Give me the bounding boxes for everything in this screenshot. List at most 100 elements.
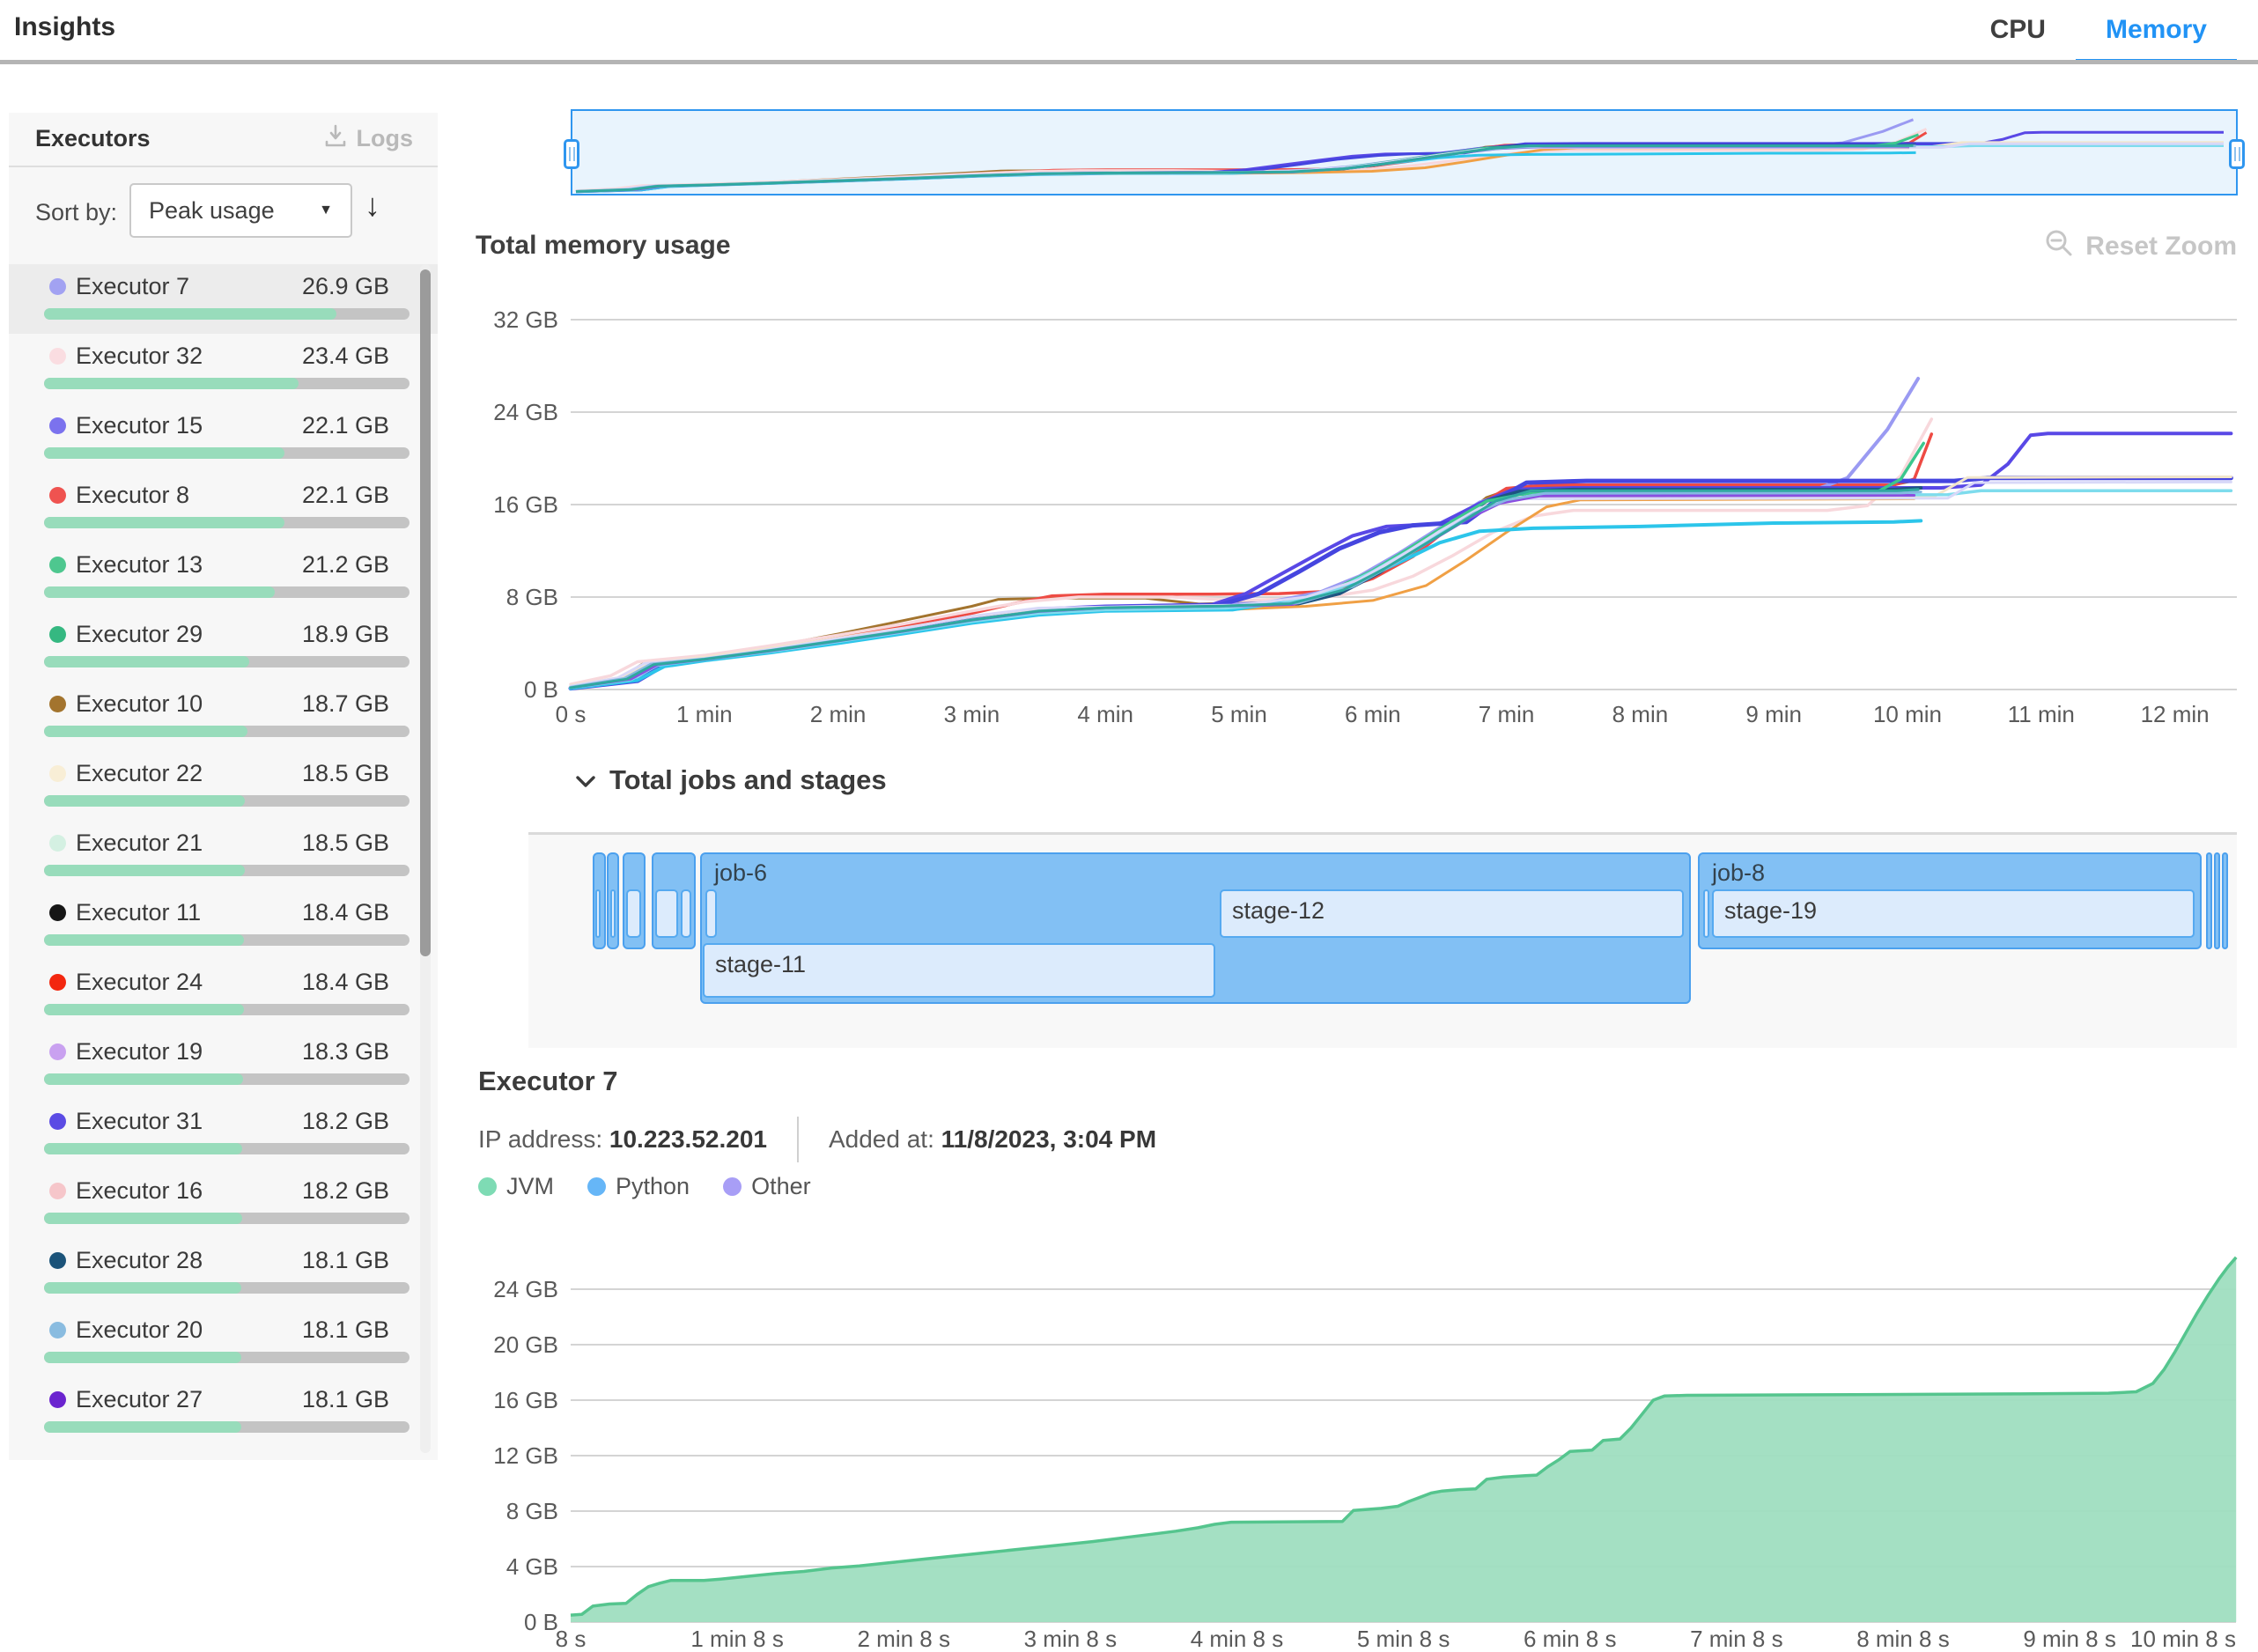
x-axis-tick-label: 10 min <box>1873 701 1942 727</box>
memory-area-line <box>570 1256 2238 1617</box>
legend-item: Other <box>723 1173 811 1200</box>
brush-handle-right[interactable] <box>2229 139 2245 169</box>
stage-block-stage-11[interactable]: stage-11 <box>703 943 1215 998</box>
x-axis-tick-label: 9 min 8 s <box>2023 1626 2116 1652</box>
executor-row[interactable]: Executor 19 18.3 GB <box>9 1029 438 1099</box>
x-axis-tick-label: 3 min <box>944 701 1000 727</box>
executor-name: Executor 8 <box>76 482 190 508</box>
executor-row[interactable]: Executor 20 18.1 GB <box>9 1308 438 1377</box>
logs-button[interactable]: Logs <box>323 123 413 154</box>
x-axis-tick-label: 7 min 8 s <box>1690 1626 1783 1652</box>
job-block[interactable] <box>2214 852 2220 949</box>
stage-block[interactable] <box>681 889 691 938</box>
executor-detail-title: Executor 7 <box>478 1066 618 1096</box>
executor-peak-value: 18.2 GB <box>301 1177 389 1204</box>
zoom-out-icon <box>2043 227 2075 266</box>
executor-row[interactable]: Executor 11 18.4 GB <box>9 890 438 960</box>
job-block[interactable] <box>2222 852 2228 949</box>
executor-row[interactable]: Executor 32 23.4 GB <box>9 334 438 403</box>
legend-label: Other <box>751 1173 811 1199</box>
top-bar: Insights CPU Memory <box>0 0 2258 64</box>
executor-row[interactable]: Executor 29 18.9 GB <box>9 612 438 682</box>
total-memory-title: Total memory usage <box>476 231 731 260</box>
stage-block[interactable] <box>626 889 641 938</box>
executor-row[interactable]: Executor 28 18.1 GB <box>9 1238 438 1308</box>
y-axis-tick-label: 16 GB <box>493 491 558 518</box>
usage-bar <box>44 447 410 459</box>
stage-block-stage-19[interactable]: stage-19 <box>1712 889 2195 938</box>
executors-title: Executors <box>35 125 151 151</box>
timeline-brush[interactable] <box>564 109 2245 195</box>
sort-dropdown[interactable]: Peak usage ▼ <box>129 183 352 238</box>
usage-bar <box>44 934 410 946</box>
executor-name: Executor 7 <box>76 273 190 299</box>
ip-label: IP address: <box>478 1125 603 1153</box>
usage-bar <box>44 586 410 598</box>
y-axis-tick-label: 24 GB <box>493 399 558 425</box>
executor-row[interactable]: Executor 27 18.1 GB <box>9 1377 438 1447</box>
usage-bar-fill <box>44 795 245 807</box>
executor-peak-value: 18.5 GB <box>301 830 389 856</box>
usage-bar <box>44 795 410 807</box>
x-axis-tick-label: 8 s <box>556 1626 587 1652</box>
memory-series-line-executor-31 <box>568 476 2233 691</box>
executor-row[interactable]: Executor 22 18.5 GB <box>9 751 438 821</box>
download-icon <box>323 123 348 154</box>
executor-peak-value: 23.4 GB <box>301 343 389 369</box>
executor-name: Executor 20 <box>76 1316 203 1343</box>
y-axis-tick-label: 0 B <box>524 1609 558 1635</box>
usage-bar <box>44 1143 410 1154</box>
executor-row[interactable]: Executor 15 22.1 GB <box>9 403 438 473</box>
executor-row[interactable]: Executor 31 18.2 GB <box>9 1099 438 1169</box>
executor-row[interactable]: Executor 16 18.2 GB <box>9 1169 438 1238</box>
stage-block[interactable] <box>655 889 678 938</box>
stage-block[interactable] <box>610 889 616 938</box>
executor-color-dot <box>49 1391 66 1408</box>
stage-block[interactable] <box>595 889 601 938</box>
stage-block[interactable] <box>705 889 717 938</box>
added-label: Added at: <box>828 1125 934 1153</box>
executor-name: Executor 32 <box>76 343 203 369</box>
tab-cpu[interactable]: CPU <box>1989 15 2046 44</box>
executor-peak-value: 18.2 GB <box>301 1108 389 1134</box>
chevron-down-icon: ▼ <box>319 203 333 218</box>
sort-direction-button[interactable]: ↓ <box>365 187 380 223</box>
usage-bar <box>44 378 410 389</box>
tab-memory[interactable]: Memory <box>2075 0 2238 64</box>
legend-color-dot <box>723 1177 742 1196</box>
usage-bar-fill <box>44 865 245 876</box>
y-axis-tick-label: 12 GB <box>493 1442 558 1469</box>
usage-bar <box>44 308 410 320</box>
scrollbar-thumb[interactable] <box>420 269 431 956</box>
executor-row[interactable]: Executor 24 18.4 GB <box>9 960 438 1029</box>
executor-row[interactable]: Executor 8 22.1 GB <box>9 473 438 542</box>
tab-bar: CPU Memory <box>1960 0 2238 64</box>
stage-block[interactable] <box>1703 889 1709 938</box>
executor-row[interactable]: Executor 13 21.2 GB <box>9 542 438 612</box>
executor-row[interactable]: Executor 10 18.7 GB <box>9 682 438 751</box>
x-axis-tick-label: 9 min <box>1745 701 1802 727</box>
memory-series-line-executor-21 <box>569 489 2233 690</box>
executor-color-dot <box>49 487 66 504</box>
usage-bar <box>44 1004 410 1015</box>
executor-row[interactable]: Executor 21 18.5 GB <box>9 821 438 890</box>
reset-zoom-button[interactable]: Reset Zoom <box>2043 227 2237 266</box>
executor-peak-value: 18.4 GB <box>301 969 389 995</box>
stage-block-stage-12[interactable]: stage-12 <box>1220 889 1684 938</box>
legend-color-dot <box>587 1177 606 1196</box>
executor-color-dot <box>49 974 66 991</box>
executor-name: Executor 15 <box>76 412 203 439</box>
executor-row[interactable]: Executor 7 26.9 GB <box>9 264 438 334</box>
y-axis-tick-label: 32 GB <box>493 306 558 333</box>
usage-bar <box>44 517 410 528</box>
executor-color-dot <box>49 348 66 365</box>
brush-handle-left[interactable] <box>564 139 579 169</box>
executor-name: Executor 21 <box>76 830 203 856</box>
jobs-section-toggle[interactable]: Total jobs and stages <box>574 764 887 796</box>
memory-series-line-executor-29 <box>569 488 1920 690</box>
job-block[interactable] <box>2206 852 2212 949</box>
usage-bar-fill <box>44 1143 242 1154</box>
legend-item: Python <box>587 1173 690 1200</box>
x-axis-tick-label: 1 min <box>676 701 733 727</box>
executor-peak-value: 18.7 GB <box>301 690 389 717</box>
